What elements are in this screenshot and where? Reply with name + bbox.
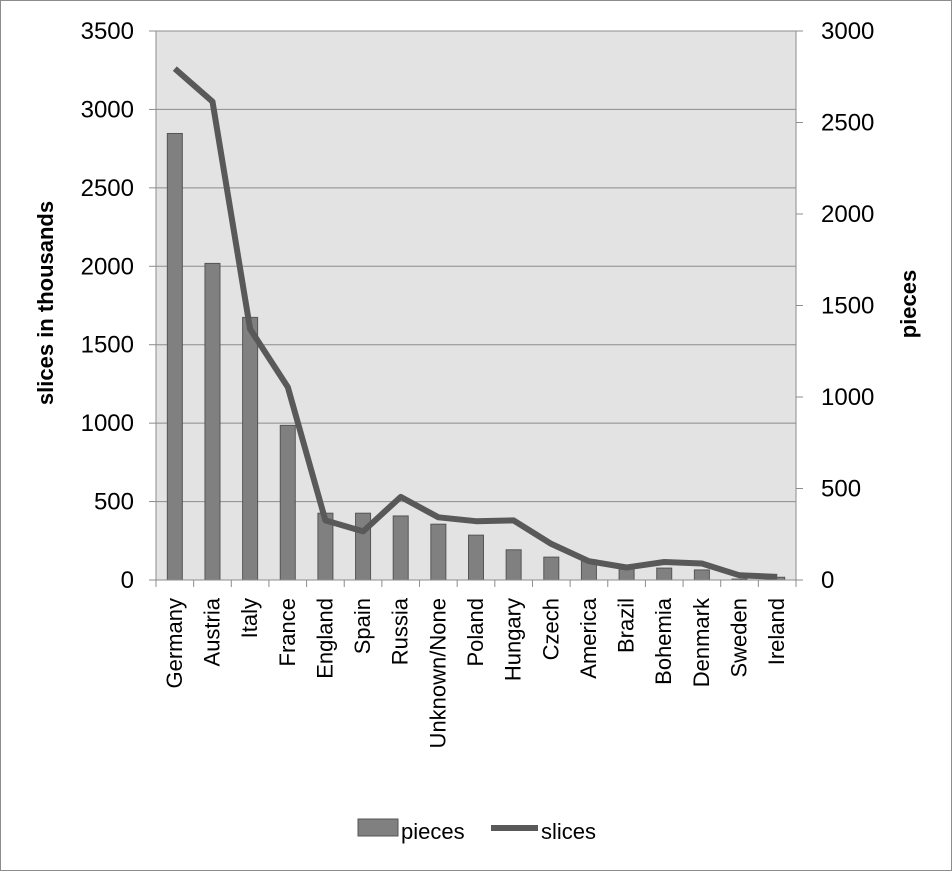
bar-germany <box>167 133 182 580</box>
right-tick-label: 0 <box>821 567 834 594</box>
bar-italy <box>243 317 258 580</box>
legend-swatch-pieces <box>358 819 398 836</box>
category-label: Russia <box>388 597 413 665</box>
left-tick-label: 500 <box>94 489 134 516</box>
category-label: Germany <box>162 598 187 688</box>
right-tick-label: 1000 <box>821 384 874 411</box>
bar-russia <box>393 516 408 580</box>
bar-denmark <box>694 570 709 580</box>
category-label: Brazil <box>614 598 639 653</box>
bar-hungary <box>506 550 521 580</box>
right-tick-label: 1500 <box>821 293 874 320</box>
right-tick-label: 2500 <box>821 110 874 137</box>
legend-label-pieces: pieces <box>401 819 465 844</box>
legend: pieces slices <box>358 819 596 844</box>
left-tick-label: 1000 <box>81 410 134 437</box>
left-tick-label: 1500 <box>81 332 134 359</box>
category-label: Ireland <box>764 598 789 665</box>
left-axis-title: slices in thousands <box>33 201 58 405</box>
right-axis-ticks: 0 500 1000 1500 2000 2500 3000 <box>821 18 874 594</box>
bar-bohemia <box>657 568 672 580</box>
category-label: England <box>312 598 337 679</box>
bar-france <box>280 425 295 580</box>
category-label: Unknown/None <box>425 598 450 748</box>
category-label: America <box>576 597 601 678</box>
left-tick-label: 3000 <box>81 96 134 123</box>
left-tick-label: 2000 <box>81 253 134 280</box>
left-tick-label: 0 <box>121 567 134 594</box>
right-axis-title: pieces <box>896 270 921 339</box>
bar-poland <box>469 535 484 580</box>
left-axis-ticks: 0 500 1000 1500 2000 2500 3000 3500 <box>81 18 134 594</box>
category-label: Denmark <box>689 597 714 687</box>
left-tick-label: 3500 <box>81 18 134 45</box>
category-label: Spain <box>350 598 375 654</box>
category-label: Italy <box>237 598 262 638</box>
left-tick-label: 2500 <box>81 175 134 202</box>
category-label: France <box>275 598 300 666</box>
category-label: Austria <box>199 597 224 666</box>
category-labels: Germany Austria Italy France England Spain Rus… <box>162 597 789 748</box>
legend-label-slices: slices <box>541 819 596 844</box>
category-label: Sweden <box>727 598 752 678</box>
right-tick-label: 500 <box>821 476 861 503</box>
bar-unknown-none <box>431 524 446 580</box>
right-tick-label: 2000 <box>821 201 874 228</box>
category-label: Hungary <box>501 598 526 681</box>
right-tick-label: 3000 <box>821 18 874 45</box>
bar-czech <box>544 557 559 580</box>
bar-austria <box>205 263 220 580</box>
category-label: Czech <box>538 598 563 660</box>
category-label: Bohemia <box>651 597 676 685</box>
category-label: Poland <box>463 598 488 667</box>
